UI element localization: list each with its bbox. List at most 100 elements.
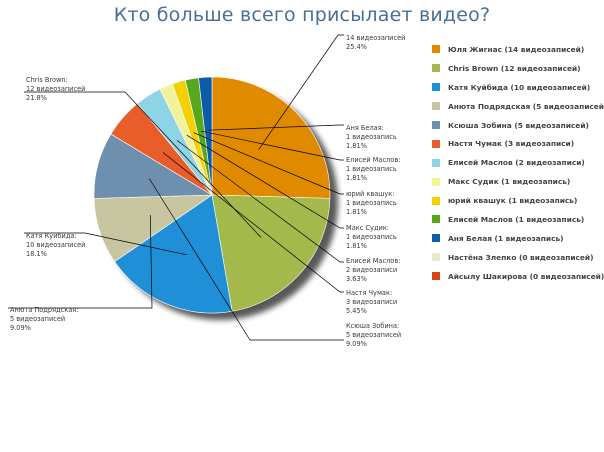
- legend-swatch: [432, 139, 440, 148]
- legend-item: Настёна Злепко (0 видеозаписей): [432, 248, 604, 267]
- callout-line: 1 видеозапись: [346, 165, 397, 173]
- slice-callout: Елисей Маслов: 1 видеозапись 1.81%: [346, 156, 400, 182]
- slice-callout: Chris Brown: 12 видеозаписей 21.8%: [26, 76, 85, 102]
- callout-line: юрий квашук:: [346, 190, 394, 198]
- callout-leader-line: [193, 132, 344, 195]
- legend-label: Настёна Злепко (0 видеозаписей): [448, 252, 594, 262]
- callout-line: Chris Brown:: [26, 76, 68, 84]
- callout-line: 5 видеозаписей: [10, 315, 65, 323]
- callout-line: 9.09%: [10, 324, 31, 332]
- legend-item: Аня Белая (1 видеозапись): [432, 229, 604, 248]
- legend-swatch: [432, 196, 440, 205]
- slice-callout: Макс Судик: 1 видеозапись 1.81%: [346, 224, 397, 250]
- callout-line: 10 видеозаписей: [26, 241, 85, 249]
- legend-label: Елисей Маслов (1 видеозапись): [448, 214, 585, 224]
- callout-line: Ксюша Зобина:: [346, 322, 399, 330]
- callout-leader-line: [176, 140, 344, 263]
- slice-callout: Аня Белая: 1 видеозапись 1.81%: [346, 124, 397, 150]
- callout-line: 1.81%: [346, 242, 367, 250]
- legend-item: Елисей Маслов (2 видеозаписи): [432, 153, 604, 172]
- callout-line: Аня Белая:: [346, 124, 384, 132]
- legend-item: Ксюша Зобина (5 видеозаписей): [432, 116, 604, 135]
- legend-label: Айсылу Шакирова (0 видеозаписей): [448, 271, 604, 281]
- legend-swatch: [432, 102, 440, 111]
- callout-line: 18.1%: [26, 250, 47, 258]
- pie-slice: [198, 76, 213, 196]
- legend-swatch: [432, 253, 440, 262]
- callout-line: 5 видеозаписей: [346, 331, 401, 339]
- chart-title: Кто больше всего присылает видео?: [113, 4, 491, 26]
- callout-line: 1 видеозапись: [346, 199, 397, 207]
- callout-line: Анюта Подрядская:: [10, 306, 78, 314]
- legend-swatch: [432, 272, 440, 281]
- callout-line: 1 видеозапись: [346, 233, 397, 241]
- callout-line: 25.4%: [346, 43, 367, 51]
- legend-label: Макс Судик (1 видеозапись): [448, 177, 571, 187]
- legend-item: Настя Чумак (3 видеозаписи): [432, 134, 604, 153]
- legend-item: Юля Жигнас (14 видеозаписей): [432, 40, 604, 59]
- legend-item: Анюта Подрядская (5 видеозаписей): [432, 97, 604, 116]
- legend-item: Chris Brown (12 видеозаписей): [432, 59, 604, 78]
- callout-line: 12 видеозаписей: [26, 85, 85, 93]
- legend-label: юрий квашук (1 видеозапись): [448, 196, 578, 206]
- legend-swatch: [432, 177, 440, 186]
- callout-line: 21.8%: [26, 94, 47, 102]
- pie-slices: [93, 76, 331, 314]
- legend-label: Анюта Подрядская (5 видеозаписей): [448, 101, 604, 111]
- callout-line: 1.81%: [346, 208, 367, 216]
- legend-swatch: [432, 215, 440, 224]
- legend-label: Настя Чумак (3 видеозаписи): [448, 139, 575, 149]
- legend-item: Катя Куйбида (10 видеозаписей): [432, 78, 604, 97]
- legend-label: Chris Brown (12 видеозаписей): [448, 63, 581, 73]
- callout-leader-line: [200, 130, 344, 161]
- callout-line: Елисей Маслов:: [346, 156, 400, 164]
- callout-line: 14 видеозаписей: [346, 34, 405, 42]
- legend-label: Аня Белая (1 видеозапись): [448, 233, 564, 243]
- legend-item: юрий квашук (1 видеозапись): [432, 191, 604, 210]
- slice-callout: Елисей Маслов: 2 видеозаписи 3.63%: [346, 257, 400, 283]
- legend-swatch: [432, 64, 440, 73]
- legend-swatch: [432, 45, 440, 54]
- slice-callout: 14 видеозаписей 25.4%: [346, 34, 405, 51]
- callout-leader-line: [24, 91, 262, 238]
- legend-label: Катя Куйбида (10 видеозаписей): [448, 82, 591, 92]
- callout-line: Катя Куйбида:: [26, 232, 77, 240]
- callout-line: Елисей Маслов:: [346, 257, 400, 265]
- callout-line: 2 видеозаписи: [346, 266, 397, 274]
- callout-line: 5.45%: [346, 307, 367, 315]
- chart-legend: Юля Жигнас (14 видеозаписей) Chris Brown …: [432, 40, 604, 286]
- callout-leader-line: [208, 124, 344, 131]
- legend-item: Айсылу Шакирова (0 видеозаписей): [432, 267, 604, 286]
- callout-leader-line: [24, 232, 187, 256]
- legend-swatch: [432, 234, 440, 243]
- callout-line: 1.81%: [346, 142, 367, 150]
- callout-line: 1.81%: [346, 174, 367, 182]
- slice-callout: Ксюша Зобина: 5 видеозаписей 9.09%: [346, 322, 401, 348]
- slice-callout: Катя Куйбида: 10 видеозаписей 18.1%: [26, 232, 85, 258]
- pie-slice: [211, 194, 331, 312]
- callout-line: Макс Судик:: [346, 224, 389, 232]
- legend-label: Юля Жигнас (14 видеозаписей): [448, 44, 585, 54]
- legend-swatch: [432, 121, 440, 129]
- callout-line: 1 видеозапись: [346, 133, 397, 141]
- legend-swatch: [432, 158, 440, 167]
- pie-slice: [114, 194, 233, 314]
- callout-line: 9.09%: [346, 340, 367, 348]
- legend-swatch: [432, 83, 440, 92]
- legend-label: Елисей Маслов (2 видеозаписи): [448, 158, 585, 168]
- slice-callout: юрий квашук: 1 видеозапись 1.81%: [346, 190, 397, 216]
- callout-line: 3.63%: [346, 275, 367, 283]
- callout-leader-line: [186, 134, 344, 229]
- callout-leader-line: [148, 178, 344, 341]
- pie-callouts: 14 видеозаписей 25.4% Chris Brown: 12 видео…: [8, 34, 405, 348]
- legend-item: Елисей Маслов (1 видеозапись): [432, 210, 604, 229]
- slice-callout: Настя Чумак: 3 видеозаписи 5.45%: [346, 289, 397, 315]
- callout-line: Настя Чумак:: [346, 289, 392, 297]
- callout-leader-line: [8, 215, 153, 309]
- callout-line: 3 видеозаписи: [346, 298, 397, 306]
- callout-leader-line: [258, 34, 344, 150]
- callout-leader-line: [162, 152, 344, 293]
- legend-item: Макс Судик (1 видеозапись): [432, 172, 604, 191]
- slice-callout: Анюта Подрядская: 5 видеозаписей 9.09%: [10, 306, 78, 332]
